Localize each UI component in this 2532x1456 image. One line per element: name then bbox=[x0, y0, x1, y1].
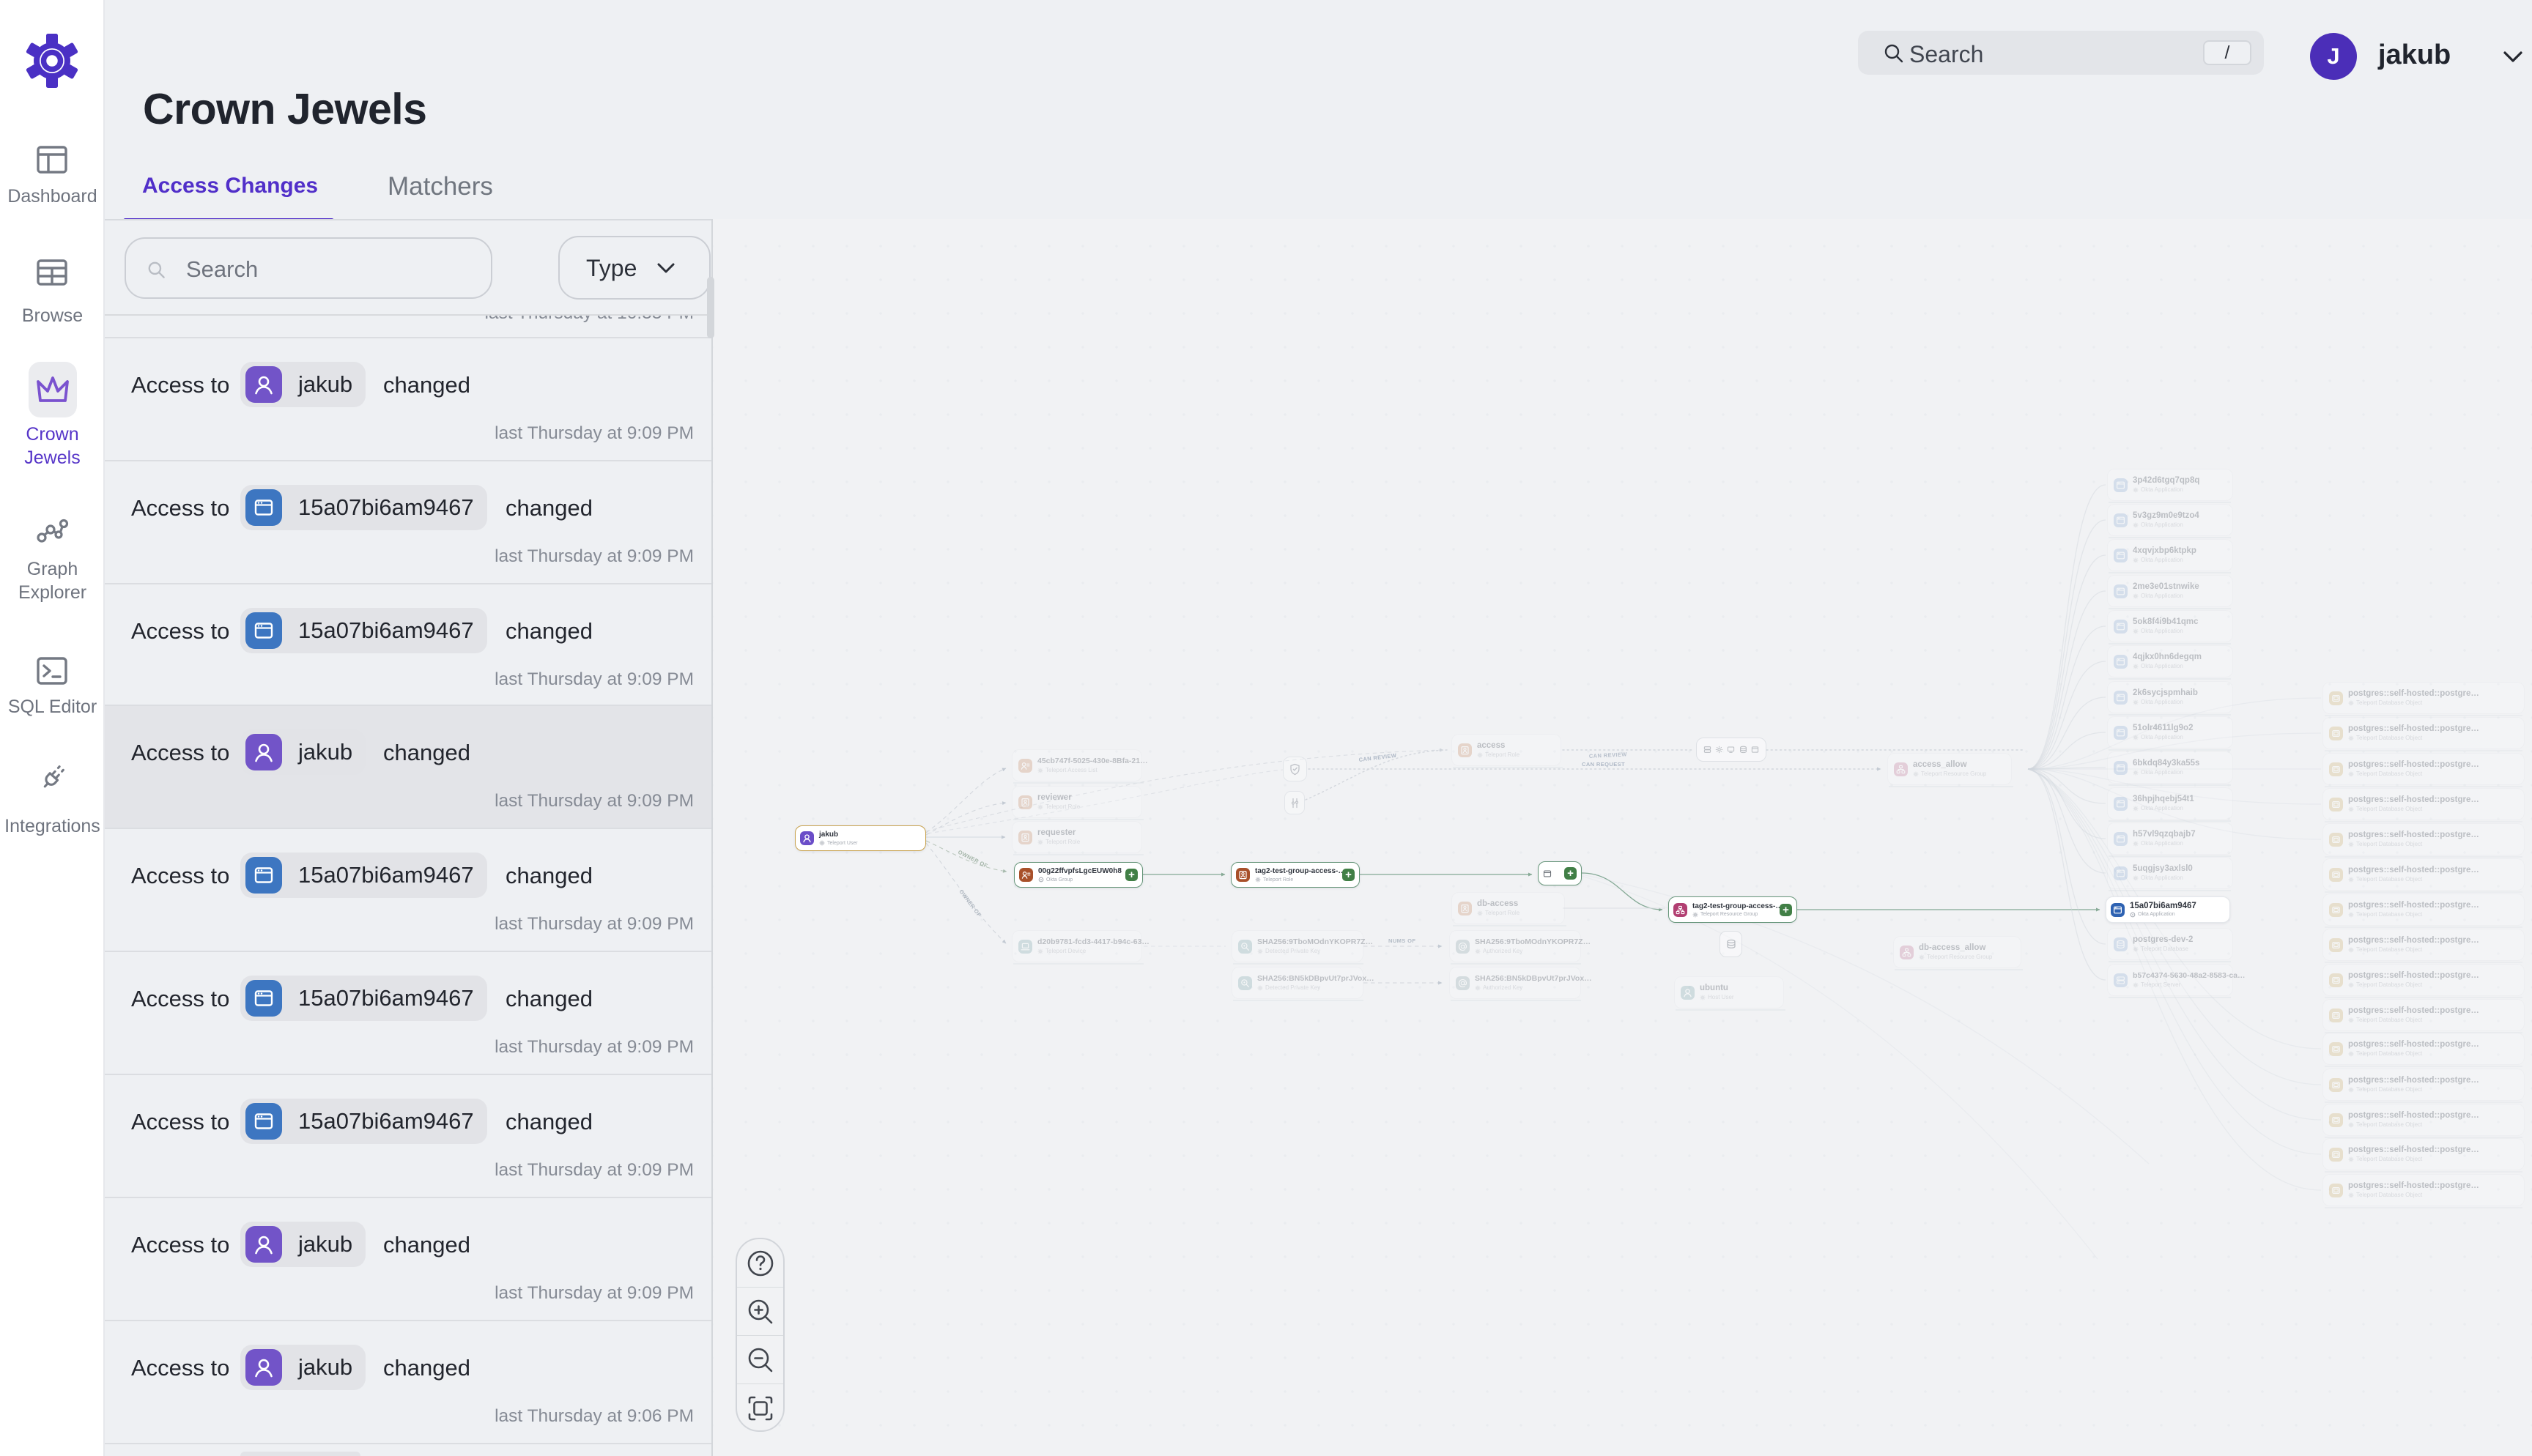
svg-text:CAN REQUEST: CAN REQUEST bbox=[1582, 761, 1625, 768]
svg-text:CAN REVIEW: CAN REVIEW bbox=[1358, 752, 1397, 763]
svg-text:OWNER OF: OWNER OF bbox=[957, 849, 989, 869]
svg-text:CAN REVIEW: CAN REVIEW bbox=[1589, 751, 1628, 759]
svg-text:OWNER OF: OWNER OF bbox=[958, 888, 982, 918]
svg-text:NUMS OF: NUMS OF bbox=[1388, 937, 1415, 944]
